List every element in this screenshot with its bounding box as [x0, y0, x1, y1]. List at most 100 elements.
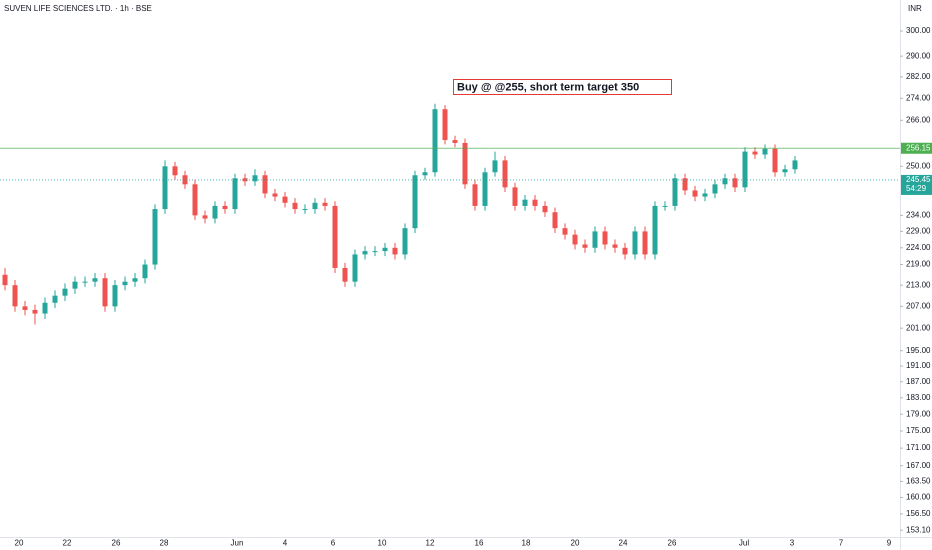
- candle-body: [352, 254, 358, 282]
- candle-body: [382, 247, 388, 252]
- candle-body: [162, 166, 168, 210]
- candle-body: [782, 169, 788, 173]
- candle-body: [362, 251, 368, 255]
- candle-body: [322, 202, 328, 206]
- candle-body: [642, 231, 648, 255]
- candle-body: [582, 244, 588, 248]
- candle-body: [592, 231, 598, 248]
- last-price-tag: [901, 174, 932, 195]
- y-tick-label: 274.00: [906, 93, 931, 102]
- y-tick-label: 224.00: [906, 243, 931, 252]
- candle-body: [392, 247, 398, 255]
- candle-body: [32, 309, 38, 314]
- candle-body: [232, 178, 238, 210]
- y-tick-label: 234.00: [906, 210, 931, 219]
- last-price-label: 245.45: [906, 175, 931, 184]
- currency: INR: [908, 4, 922, 13]
- candle-body: [182, 175, 188, 185]
- candle-body: [62, 288, 68, 296]
- candle-body: [132, 278, 138, 282]
- x-tick-label: Jun: [231, 539, 244, 548]
- candle-body: [332, 205, 338, 268]
- y-tick-label: 207.00: [906, 301, 931, 310]
- y-tick-label: 160.00: [906, 493, 931, 502]
- candle-body: [22, 306, 28, 310]
- candle-body: [402, 228, 408, 255]
- y-tick-label: 187.00: [906, 377, 931, 386]
- y-tick-label: 163.50: [906, 477, 931, 486]
- y-tick-label: 201.00: [906, 323, 931, 332]
- y-tick-label: 213.00: [906, 280, 931, 289]
- candle-body: [82, 281, 88, 283]
- countdown: 54:29: [906, 184, 927, 193]
- candle-body: [752, 151, 758, 155]
- annotation: Buy @ @255, short term target 350: [457, 81, 639, 93]
- x-tick-label: 16: [475, 539, 484, 548]
- candle-body: [732, 178, 738, 188]
- candle-body: [262, 175, 268, 194]
- candle-body: [282, 196, 288, 203]
- candle-body: [142, 264, 148, 279]
- candle-body: [2, 274, 8, 286]
- y-tick-label: 195.00: [906, 346, 931, 355]
- x-tick-label: 26: [668, 539, 677, 548]
- candle-body: [452, 140, 458, 143]
- candle-body: [72, 281, 78, 289]
- y-tick-label: 183.00: [906, 393, 931, 402]
- y-tick-label: 171.00: [906, 443, 931, 452]
- candle-body: [252, 175, 258, 182]
- x-tick-label: 18: [522, 539, 531, 548]
- candle-body: [202, 215, 208, 219]
- candle-body: [52, 295, 58, 303]
- candle-body: [502, 160, 508, 188]
- candle-body: [762, 148, 768, 155]
- candle-body: [742, 151, 748, 188]
- candle-body: [172, 166, 178, 176]
- x-tick-label: 12: [426, 539, 435, 548]
- y-tick-label: 229.00: [906, 227, 931, 236]
- candle-body: [572, 234, 578, 245]
- candle-body: [722, 178, 728, 185]
- candle-body: [192, 184, 198, 216]
- candle-body: [92, 278, 98, 282]
- y-tick-label: 153.10: [906, 525, 931, 534]
- x-tick-label: 7: [839, 539, 844, 548]
- candle-body: [432, 109, 438, 173]
- candle-body: [542, 205, 548, 213]
- candle-body: [272, 193, 278, 197]
- x-tick-label: 6: [331, 539, 336, 548]
- candle-body: [152, 209, 158, 265]
- candle-body: [702, 193, 708, 197]
- y-tick-label: 300.00: [906, 26, 931, 35]
- candle-body: [372, 251, 378, 253]
- candle-body: [532, 199, 538, 206]
- candle-body: [42, 302, 48, 314]
- candle-body: [602, 231, 608, 245]
- y-tick-label: 167.00: [906, 461, 931, 470]
- x-tick-label: 10: [378, 539, 387, 548]
- candle-body: [442, 109, 448, 141]
- candle-body: [422, 172, 428, 176]
- annotation-box: [453, 79, 672, 95]
- x-tick-label: 28: [160, 539, 169, 548]
- candle-body: [692, 190, 698, 197]
- candle-body: [102, 278, 108, 307]
- candle-body: [522, 199, 528, 206]
- y-tick-label: 266.00: [906, 115, 931, 124]
- y-tick-label: 175.00: [906, 426, 931, 435]
- x-tick-label: 24: [619, 539, 628, 548]
- candle-body: [492, 160, 498, 173]
- candle-body: [792, 160, 798, 170]
- candle-body: [342, 267, 348, 282]
- x-tick-label: 3: [790, 539, 795, 548]
- x-tick-label: 4: [283, 539, 288, 548]
- candle-body: [622, 247, 628, 255]
- candle-body: [682, 178, 688, 191]
- candle-body: [512, 187, 518, 206]
- x-tick-label: 9: [887, 539, 892, 548]
- price-line-label: 256.15: [906, 143, 931, 152]
- x-tick-label: Jul: [739, 539, 749, 548]
- candle-body: [302, 209, 308, 211]
- x-tick-label: 26: [112, 539, 121, 548]
